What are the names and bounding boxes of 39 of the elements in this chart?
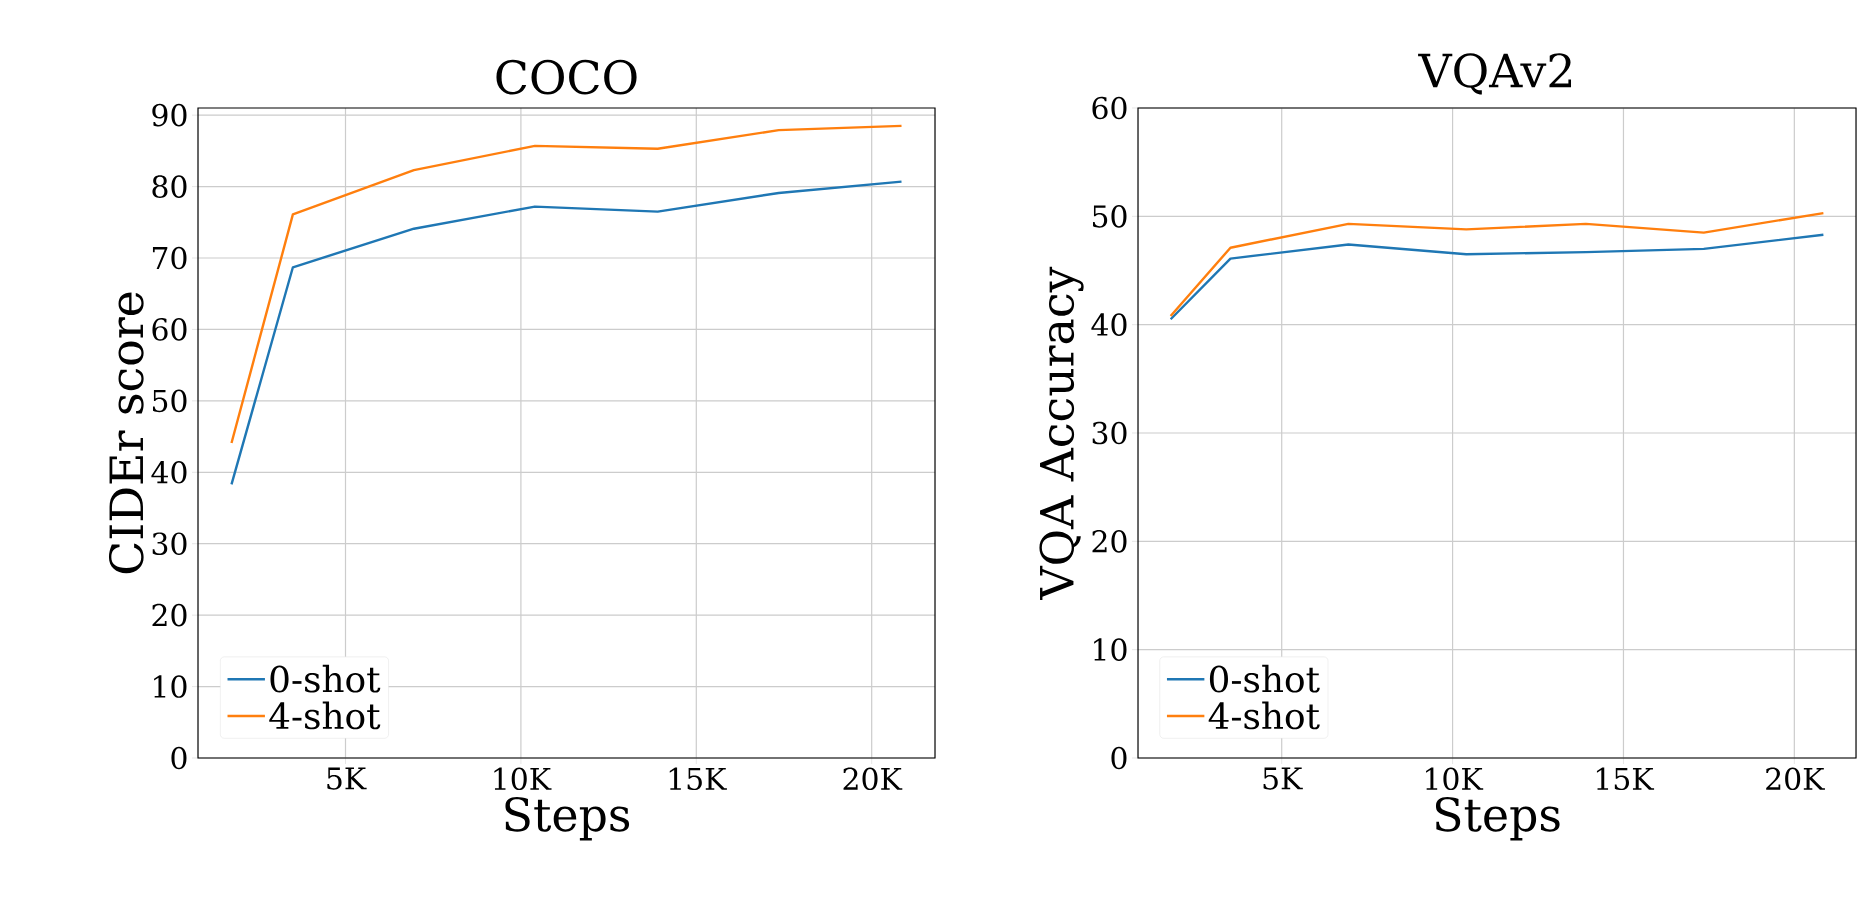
x-tick-label: 20K bbox=[1766, 767, 1825, 791]
y-tick-label: 40 bbox=[1091, 313, 1127, 336]
y-tick-label: 70 bbox=[152, 246, 187, 270]
x-tick-label: 20K bbox=[843, 767, 903, 791]
chart-title: COCO bbox=[496, 59, 637, 95]
x-tick-label: 5K bbox=[327, 767, 367, 790]
line-series bbox=[1169, 233, 1825, 321]
y-tick-label: 0 bbox=[1111, 746, 1127, 770]
line-series bbox=[230, 180, 903, 486]
y-tick-label: 90 bbox=[152, 103, 187, 127]
y-axis-title: CIDEr score bbox=[108, 292, 144, 574]
line-series bbox=[1169, 211, 1825, 318]
y-tick-label: 60 bbox=[152, 318, 187, 341]
y-tick-label: 10 bbox=[1094, 638, 1127, 661]
y-tick-label: 20 bbox=[1092, 530, 1127, 553]
x-tick-label: 10K bbox=[1426, 767, 1484, 791]
y-tick-label: 10 bbox=[154, 675, 187, 698]
y-tick-label: 40 bbox=[151, 460, 187, 484]
y-tick-label: 30 bbox=[152, 532, 187, 556]
legend-label: 0-shot bbox=[1209, 664, 1320, 693]
x-axis-title: Steps bbox=[1435, 796, 1560, 841]
y-tick-label: 50 bbox=[153, 389, 187, 413]
y-tick-label: 20 bbox=[152, 603, 187, 627]
y-axis-title: VQA Accuracy bbox=[1039, 266, 1084, 600]
y-tick-label: 80 bbox=[152, 175, 187, 198]
y-tick-label: 60 bbox=[1092, 96, 1127, 120]
x-tick-label: 5K bbox=[1263, 767, 1303, 790]
y-tick-label: 50 bbox=[1093, 205, 1127, 228]
legend-label: 4-shot bbox=[1208, 701, 1320, 730]
chart-title: VQAv2 bbox=[1418, 53, 1572, 95]
y-tick-label: 0 bbox=[171, 746, 187, 770]
legend-label: 0-shot bbox=[270, 664, 381, 693]
x-tick-label: 15K bbox=[669, 767, 727, 791]
x-tick-label: 15K bbox=[1596, 767, 1655, 791]
x-tick-label: 10K bbox=[494, 767, 552, 791]
y-tick-label: 30 bbox=[1092, 421, 1127, 445]
x-axis-title: Steps bbox=[505, 796, 630, 841]
legend-label: 4-shot bbox=[269, 701, 381, 730]
line-series bbox=[230, 124, 903, 445]
